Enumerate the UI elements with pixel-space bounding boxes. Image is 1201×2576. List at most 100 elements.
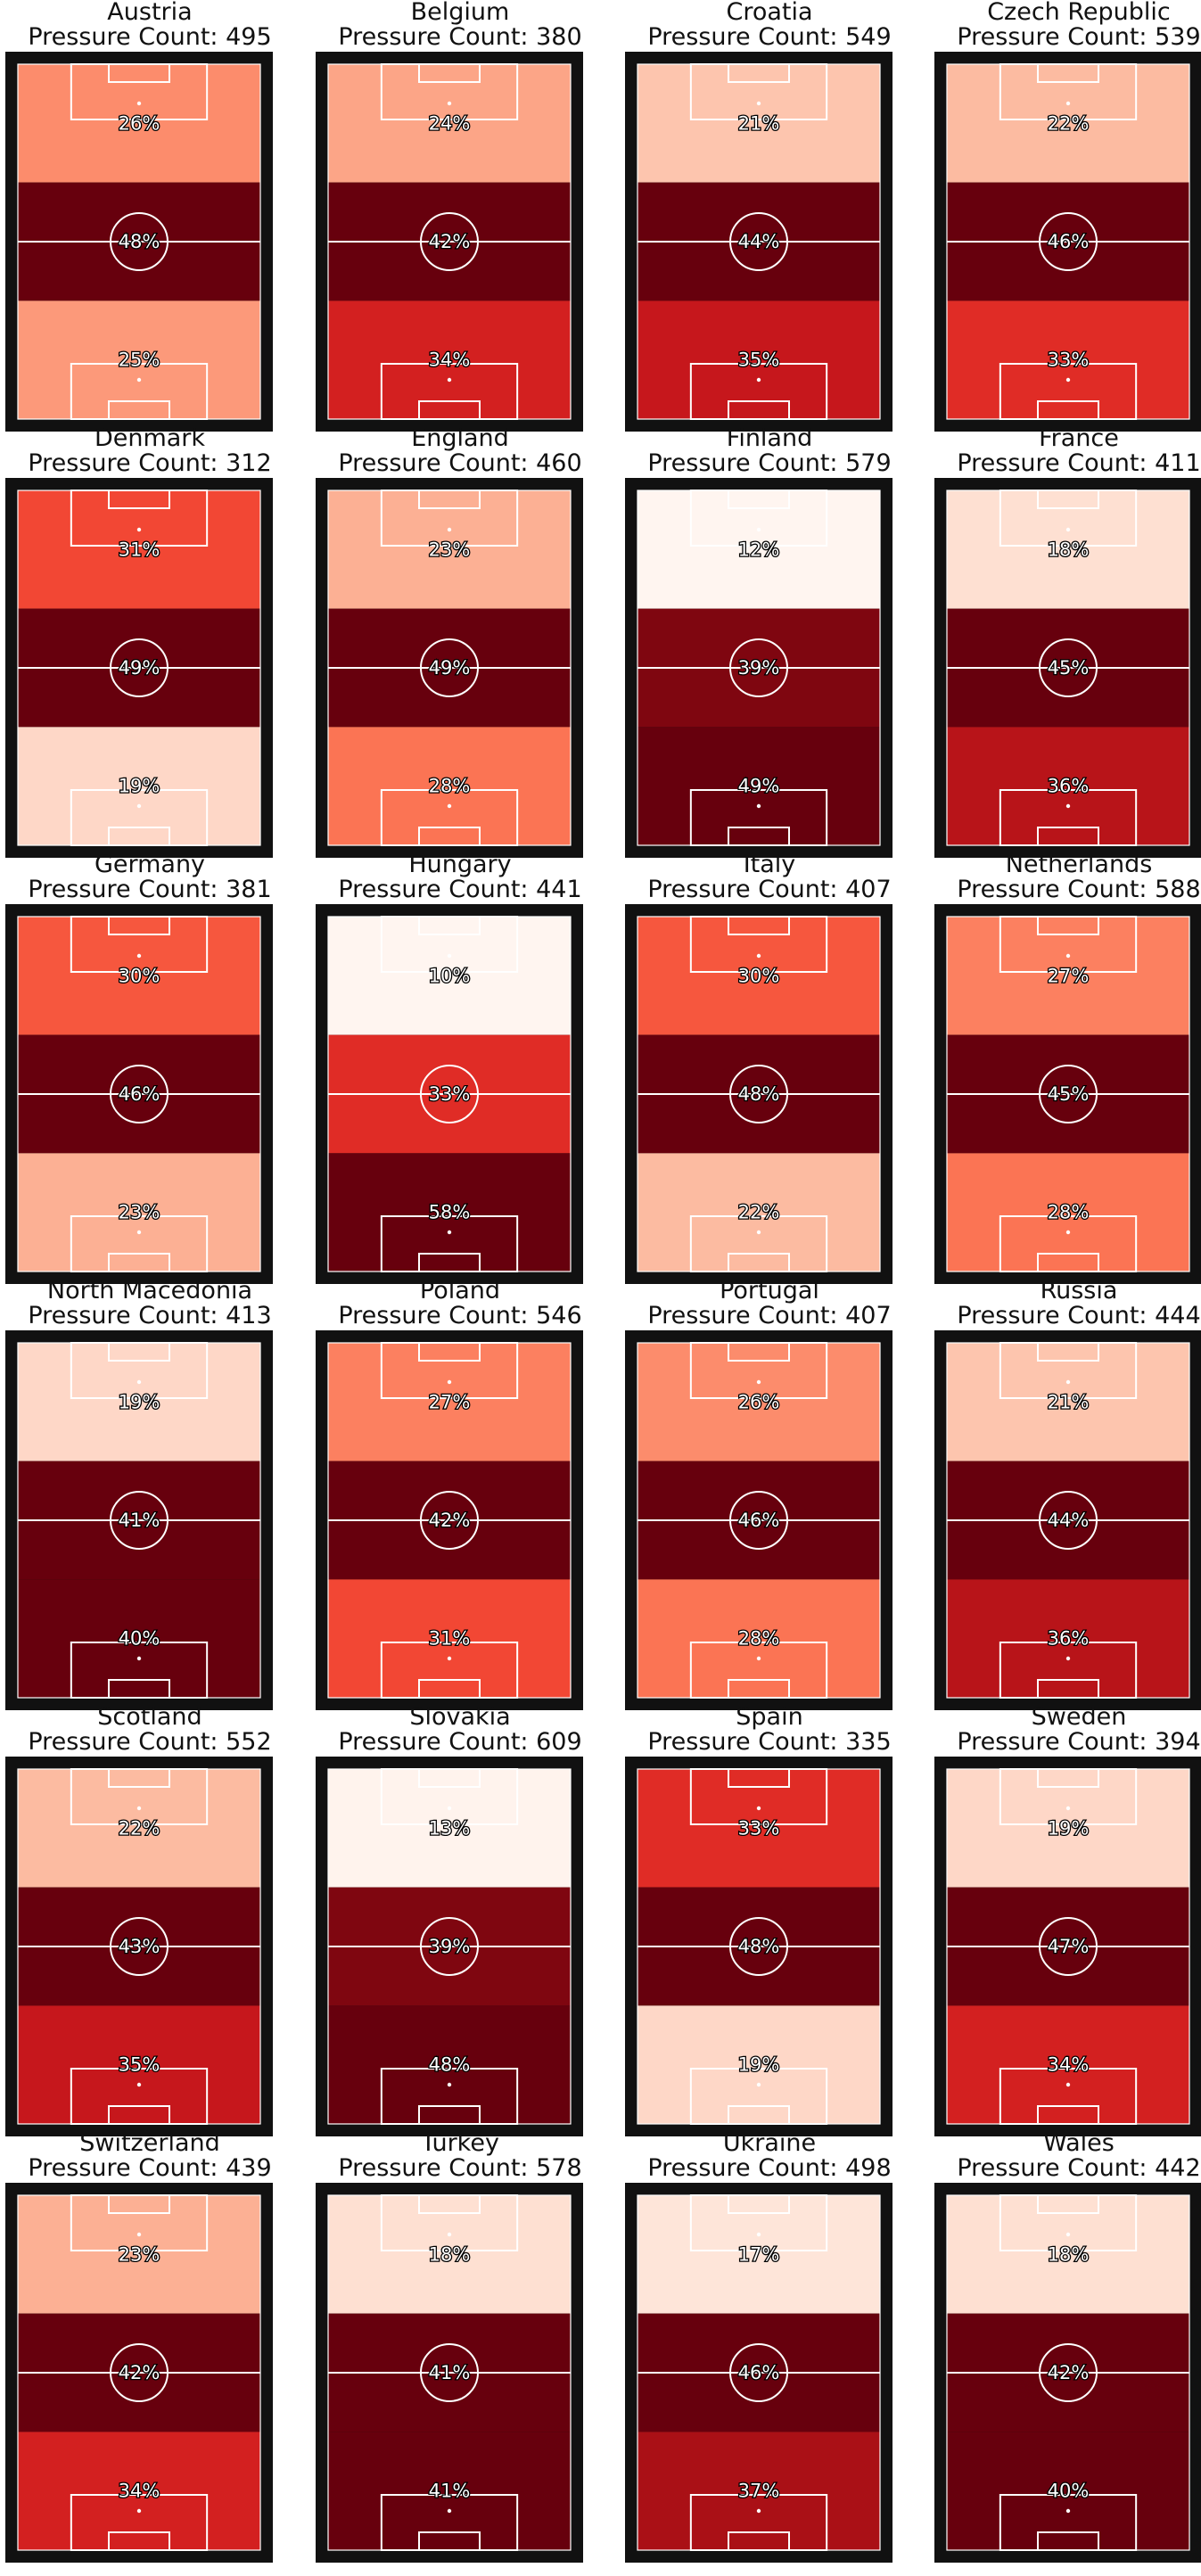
panel-title-team: Turkey <box>421 2129 499 2157</box>
pitch-lines <box>17 490 261 846</box>
zone-cell <box>328 2432 571 2550</box>
team-panel: Poland Pressure Count: 546 27% 42% 31% <box>310 1277 610 1710</box>
panel-title-count: Pressure Count: 609 <box>338 1728 582 1756</box>
panel-title-team: Switzerland <box>79 2129 220 2157</box>
pitch-lines <box>637 1768 881 2125</box>
pitch-heatmap: 26% 46% 28% <box>625 1330 893 1710</box>
pitch-heatmap: 30% 48% 22% <box>625 904 893 1284</box>
team-panel: Scotland Pressure Count: 552 22% 43% 35% <box>0 1703 300 2136</box>
zone-percent-label: 23% <box>119 2243 160 2265</box>
zone-cell <box>947 490 1189 609</box>
panel-title-team: Scotland <box>97 1703 202 1731</box>
zone-cell <box>18 917 260 1035</box>
panel-title-count: Pressure Count: 335 <box>647 1728 892 1756</box>
zone-percent-label: 12% <box>738 539 780 560</box>
panel-title-count: Pressure Count: 394 <box>957 1728 1201 1756</box>
pitch-heatmap: 18% 45% 36% <box>934 478 1201 858</box>
panel-title-team: Italy <box>743 851 796 878</box>
panel-title-team: Finland <box>726 424 813 452</box>
panel-title-count: Pressure Count: 441 <box>338 876 582 903</box>
zone-cell <box>638 64 880 183</box>
zone-percent-label: 49% <box>738 776 780 797</box>
zone-cell <box>18 64 260 183</box>
pitch-lines <box>17 1768 261 2125</box>
zone-percent-label: 41% <box>429 2362 471 2383</box>
team-panel: France Pressure Count: 411 18% 45% 36% <box>929 426 1201 858</box>
pitch-lines <box>327 2194 572 2551</box>
pitch-heatmap: 27% 45% 28% <box>934 904 1201 1284</box>
zone-percent-label: 18% <box>1048 2243 1090 2265</box>
panel-title-count: Pressure Count: 498 <box>647 2154 892 2182</box>
zone-cell <box>638 2432 880 2550</box>
panel-title-count: Pressure Count: 444 <box>957 1302 1201 1329</box>
zone-cell <box>328 490 571 609</box>
team-panel: Denmark Pressure Count: 312 31% 49% 19% <box>0 424 300 858</box>
zone-cell <box>18 727 260 845</box>
pitch-lines <box>946 1768 1190 2125</box>
panel-title-team: Hungary <box>408 851 512 878</box>
zone-cell <box>328 1769 571 1888</box>
zone-cell <box>947 1153 1189 1272</box>
panel-title-team: Poland <box>419 1277 501 1304</box>
pitch-lines <box>327 1768 572 2125</box>
team-panel: Finland Pressure Count: 579 12% 39% 49% <box>620 424 919 858</box>
pitch-lines <box>637 63 881 420</box>
pitch-heatmap: 22% 43% 35% <box>5 1757 273 2136</box>
zone-percent-label: 30% <box>119 965 160 986</box>
zone-percent-label: 31% <box>429 1628 471 1650</box>
zone-cell <box>18 2005 260 2124</box>
pitch-lines <box>327 1342 572 1699</box>
team-panel: Italy Pressure Count: 407 30% 48% 22% <box>620 851 919 1284</box>
zone-percent-label: 17% <box>738 2243 780 2265</box>
zone-cell <box>638 300 880 419</box>
zone-percent-label: 40% <box>119 1628 160 1650</box>
zone-percent-label: 31% <box>119 539 160 560</box>
panel-title-count: Pressure Count: 413 <box>28 1302 272 1329</box>
zone-percent-label: 49% <box>429 657 471 679</box>
zone-cell <box>18 1579 260 1698</box>
pitch-heatmap: 24% 42% 34% <box>316 52 583 432</box>
pitch-lines <box>637 1342 881 1699</box>
panel-title-count: Pressure Count: 411 <box>957 449 1201 477</box>
panel-title-team: Russia <box>1040 1277 1118 1304</box>
zone-percent-label: 46% <box>738 1510 780 1531</box>
zone-cell <box>947 300 1189 419</box>
zone-percent-label: 18% <box>1048 539 1090 560</box>
team-panel: Ukraine Pressure Count: 498 17% 46% 37% <box>620 2129 919 2563</box>
panel-title-count: Pressure Count: 381 <box>28 876 272 903</box>
zone-percent-label: 21% <box>1048 1391 1090 1412</box>
team-panel: Portugal Pressure Count: 407 26% 46% 28% <box>620 1279 919 1710</box>
team-panel: Switzerland Pressure Count: 439 23% 42% 34% <box>0 2129 300 2563</box>
zone-percent-label: 35% <box>119 2054 160 2076</box>
pitch-lines <box>946 2194 1190 2551</box>
pitch-lines <box>946 916 1190 1272</box>
zone-percent-label: 26% <box>738 1391 780 1412</box>
panel-title-team: Austria <box>107 0 193 26</box>
pitch-lines <box>327 490 572 846</box>
zone-percent-label: 26% <box>119 112 160 134</box>
pitch-heatmap: 18% 41% 41% <box>316 2183 583 2563</box>
zone-percent-label: 28% <box>1048 1202 1090 1223</box>
zone-cell <box>328 2195 571 2314</box>
zone-percent-label: 43% <box>119 1936 160 1957</box>
pitch-heatmap: 18% 42% 40% <box>934 2183 1201 2563</box>
zone-percent-label: 45% <box>1048 1083 1090 1105</box>
panel-title-count: Pressure Count: 312 <box>28 449 272 477</box>
zone-cell <box>328 1579 571 1698</box>
panel-title-team: Ukraine <box>722 2129 817 2157</box>
panel-title-team: Denmark <box>94 424 206 452</box>
zone-percent-label: 39% <box>429 1936 471 1957</box>
zone-cell <box>947 1343 1189 1461</box>
zone-percent-label: 45% <box>1048 657 1090 679</box>
zone-percent-label: 46% <box>738 2362 780 2383</box>
zone-percent-label: 42% <box>119 2362 160 2383</box>
pitch-lines <box>637 916 881 1272</box>
zone-cell <box>638 1769 880 1888</box>
zone-percent-label: 24% <box>429 112 471 134</box>
panel-title-team: England <box>411 424 509 452</box>
zone-percent-label: 58% <box>429 1202 471 1223</box>
zone-percent-label: 33% <box>738 1817 780 1839</box>
team-panel: Austria Pressure Count: 495 26% 48% 25% <box>0 0 300 432</box>
zone-cell <box>947 2432 1189 2550</box>
